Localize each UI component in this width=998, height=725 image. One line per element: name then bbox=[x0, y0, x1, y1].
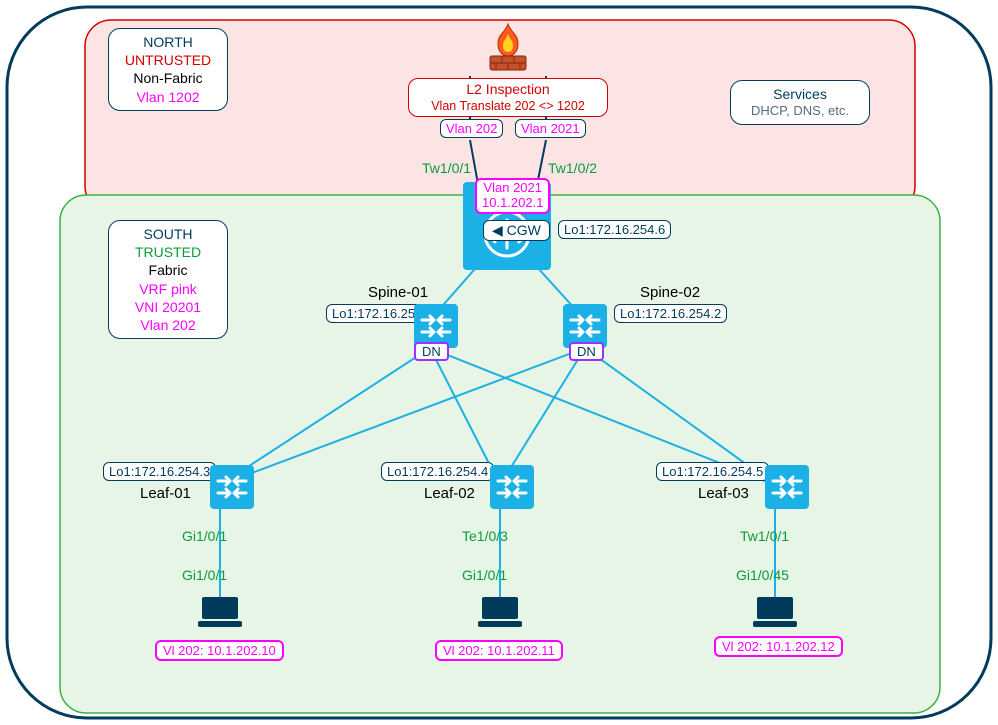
north-zone-box: NORTH UNTRUSTED Non-Fabric Vlan 1202 bbox=[108, 28, 228, 111]
spine-01-name: Spine-01 bbox=[368, 284, 428, 301]
north-title: NORTH bbox=[119, 33, 217, 51]
firewall-icon bbox=[480, 20, 536, 81]
spine-02-name: Spine-02 bbox=[640, 284, 700, 301]
cgw-lo-label: Lo1:172.16.254.6 bbox=[558, 220, 671, 239]
vlan-2021-label: Vlan 2021 bbox=[515, 119, 586, 138]
south-status: TRUSTED bbox=[119, 243, 217, 261]
leaf-01-switch bbox=[210, 465, 254, 509]
leaf-01-lo: Lo1:172.16.254.3 bbox=[103, 462, 216, 481]
north-status: UNTRUSTED bbox=[119, 51, 217, 69]
leaf-03-switch bbox=[765, 465, 809, 509]
south-l2: VRF pink bbox=[119, 280, 217, 298]
leaf-01-host bbox=[198, 595, 242, 629]
services-box: Services DHCP, DNS, etc. bbox=[730, 80, 870, 125]
spine-02-lo: Lo1:172.16.254.2 bbox=[614, 304, 727, 323]
leaf-03-host-if: Gi1/0/45 bbox=[736, 567, 789, 583]
leaf-03-name: Leaf-03 bbox=[698, 485, 749, 502]
leaf-02-host-if: Gi1/0/1 bbox=[462, 567, 507, 583]
leaf-02-sw-if: Te1/0/3 bbox=[462, 528, 508, 544]
cgw-label: ◀ CGW bbox=[483, 220, 550, 241]
south-l3: VNI 20201 bbox=[119, 298, 217, 316]
cgw-vlan-top-l2: 10.1.202.1 bbox=[482, 196, 543, 211]
diagram-stage: NORTH UNTRUSTED Non-Fabric Vlan 1202 SOU… bbox=[0, 0, 998, 725]
north-sub2: Vlan 1202 bbox=[119, 88, 217, 106]
cgw-vlan-top-l1: Vlan 2021 bbox=[482, 181, 543, 196]
l2-sub: Vlan Translate 202 <> 1202 bbox=[417, 99, 599, 115]
south-l1: Fabric bbox=[119, 261, 217, 279]
leaf-02-host bbox=[478, 595, 522, 629]
leaf-03-host-vl: Vl 202: 10.1.202.12 bbox=[714, 636, 843, 657]
leaf-02-name: Leaf-02 bbox=[424, 485, 475, 502]
cgw-vlan-top: Vlan 2021 10.1.202.1 bbox=[475, 178, 550, 214]
leaf-01-name: Leaf-01 bbox=[140, 485, 191, 502]
l2-inspection-box: L2 Inspection Vlan Translate 202 <> 1202 bbox=[408, 78, 608, 117]
cgw-if-left: Tw1/0/1 bbox=[422, 160, 471, 176]
leaf-03-sw-if: Tw1/0/1 bbox=[740, 528, 789, 544]
leaf-03-host bbox=[753, 595, 797, 629]
vlan-202-label: Vlan 202 bbox=[440, 119, 503, 138]
leaf-01-host-if: Gi1/0/1 bbox=[182, 567, 227, 583]
leaf-02-switch bbox=[490, 465, 534, 509]
services-sub: DHCP, DNS, etc. bbox=[741, 103, 859, 120]
l2-title: L2 Inspection bbox=[417, 81, 599, 99]
south-title: SOUTH bbox=[119, 225, 217, 243]
cgw-if-right: Tw1/0/2 bbox=[548, 160, 597, 176]
leaf-01-host-vl: Vl 202: 10.1.202.10 bbox=[155, 640, 284, 661]
leaf-02-host-vl: Vl 202: 10.1.202.11 bbox=[435, 640, 563, 661]
south-zone-box: SOUTH TRUSTED Fabric VRF pink VNI 20201 … bbox=[108, 220, 228, 339]
south-l4: Vlan 202 bbox=[119, 316, 217, 334]
north-sub1: Non-Fabric bbox=[119, 69, 217, 87]
leaf-03-lo: Lo1:172.16.254.5 bbox=[656, 462, 769, 481]
leaf-02-lo: Lo1:172.16.254.4 bbox=[381, 462, 494, 481]
services-title: Services bbox=[741, 85, 859, 103]
spine-01-dn: DN bbox=[414, 342, 449, 361]
leaf-01-sw-if: Gi1/0/1 bbox=[182, 528, 227, 544]
spine-02-dn: DN bbox=[569, 342, 604, 361]
